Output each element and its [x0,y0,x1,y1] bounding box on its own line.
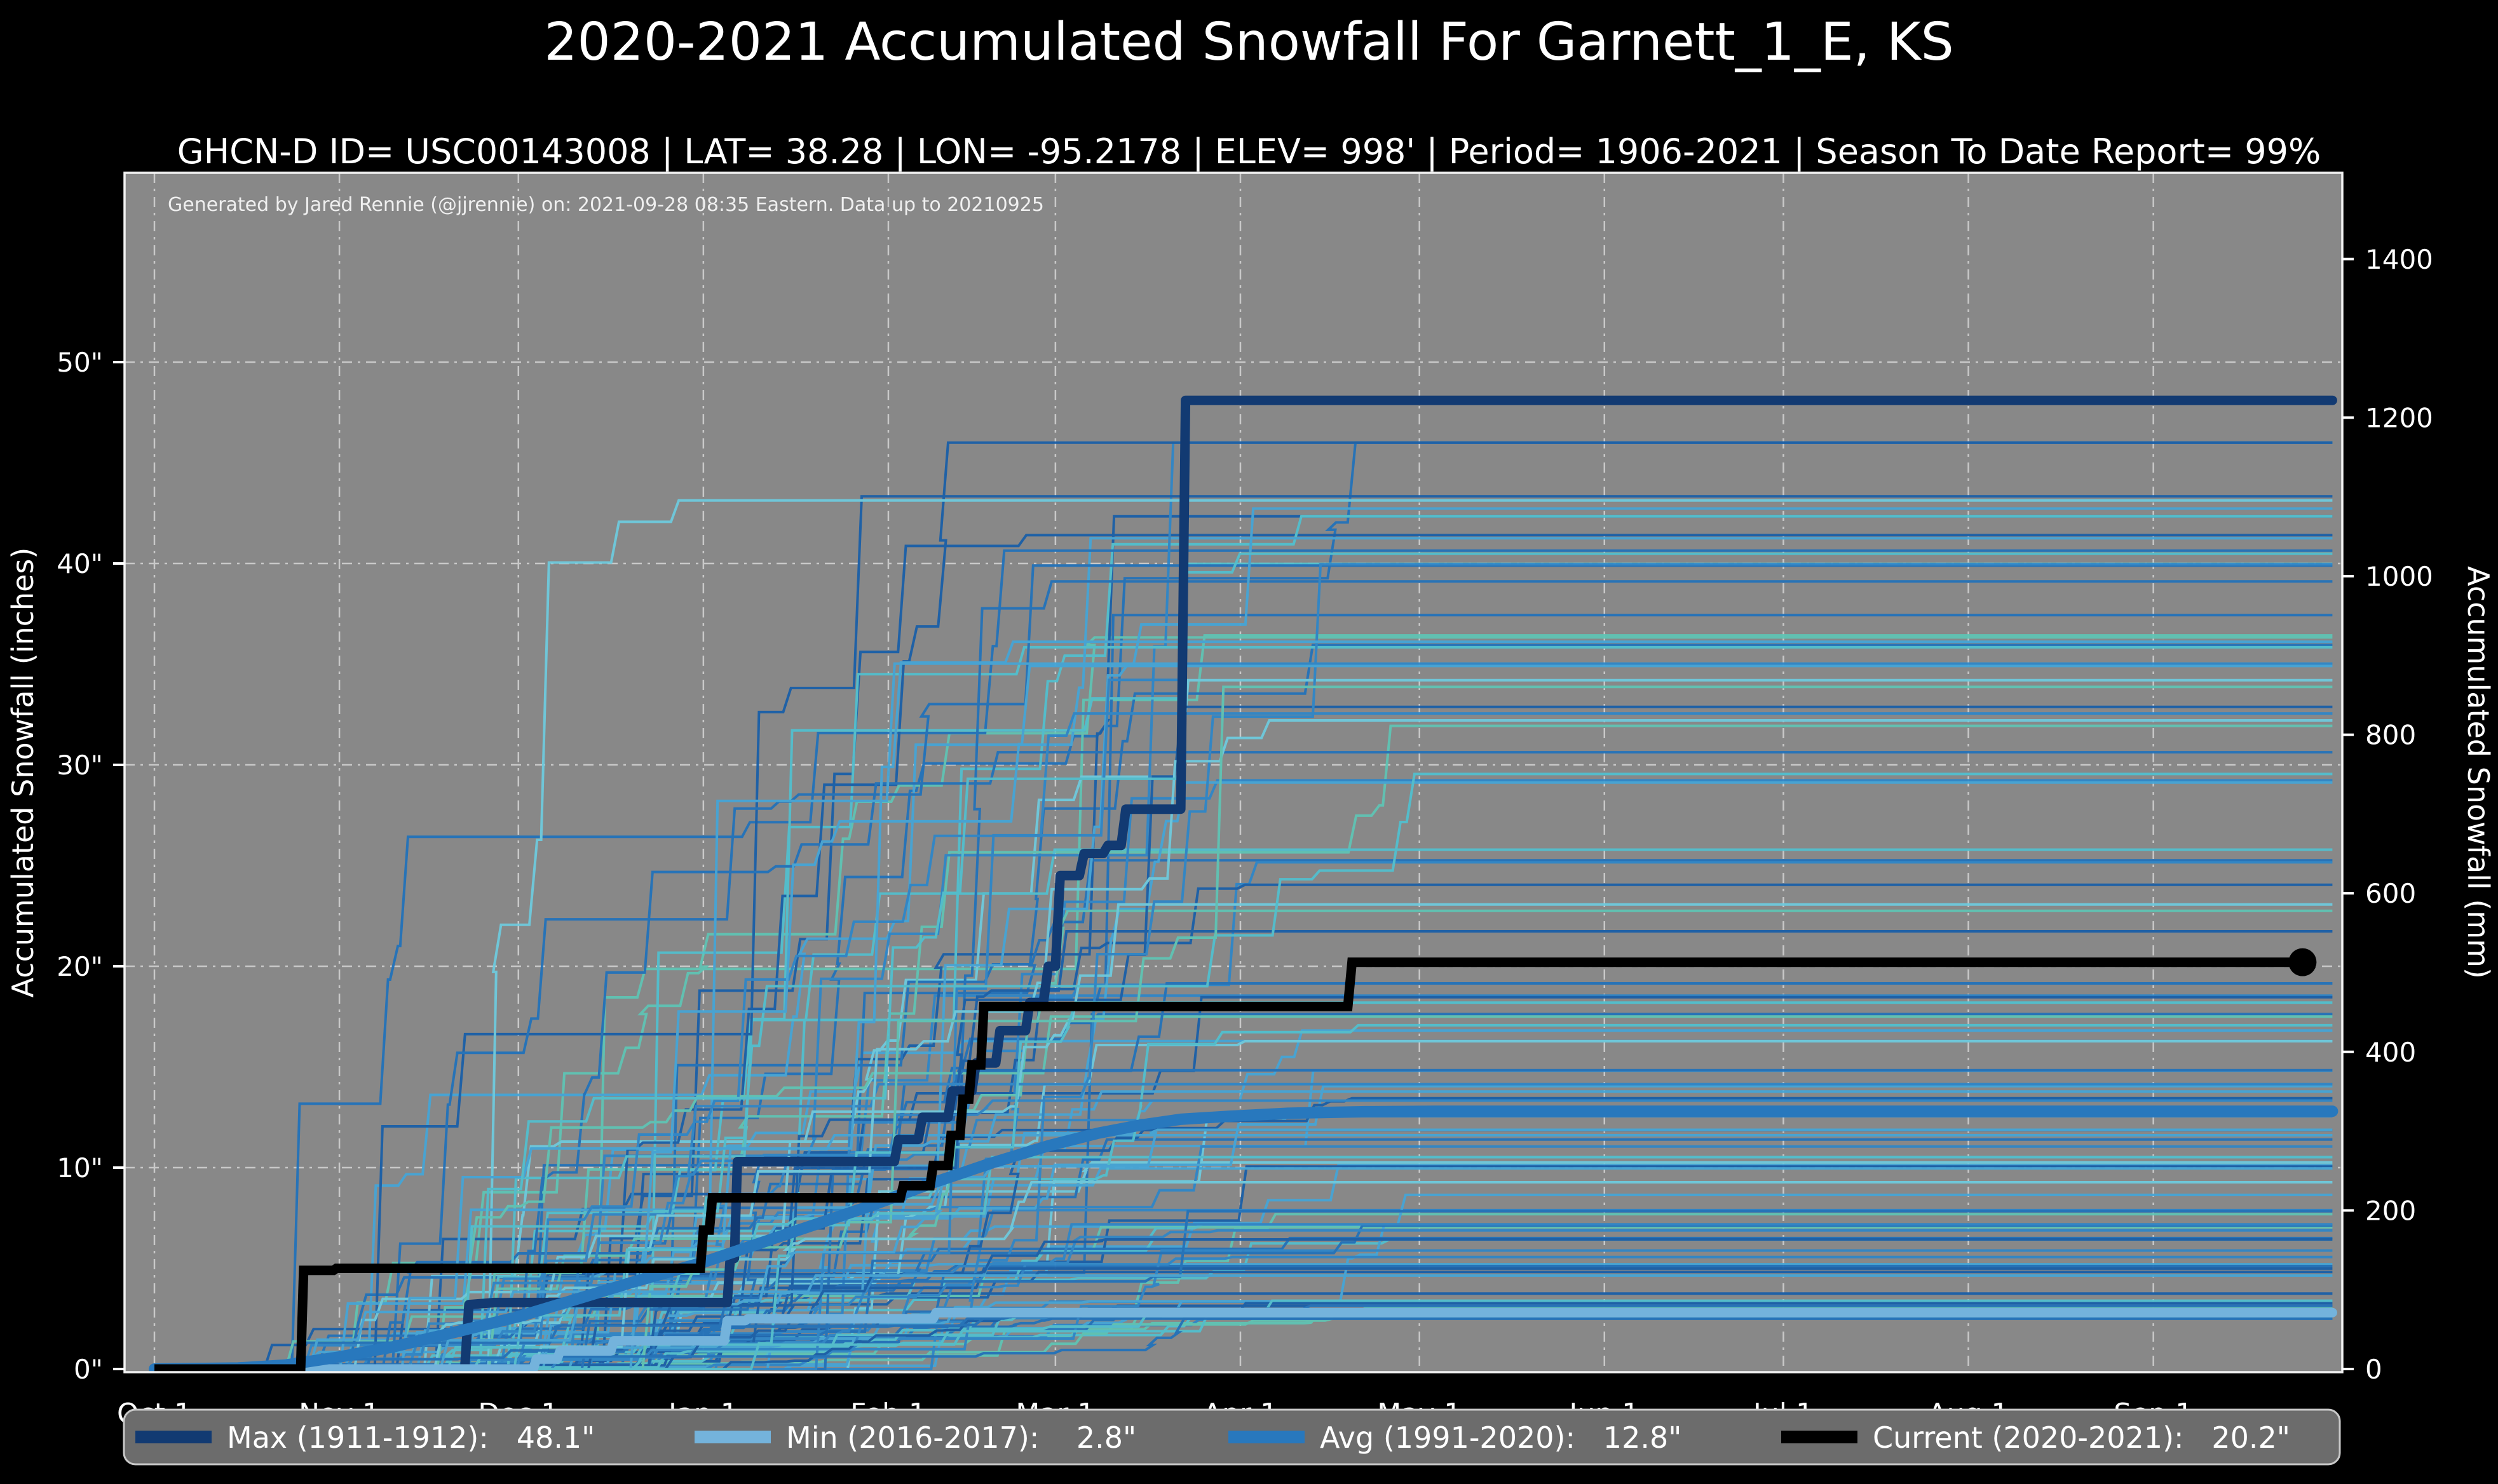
y-tick-label-left: 40" [57,548,103,579]
ensemble-line [154,549,2333,1370]
ensemble-line [154,499,2333,1370]
generated-by-annotation: Generated by Jared Rennie (@jjrennie) on… [168,194,1044,216]
ensemble-line [154,634,2333,1370]
ensemble-line [154,1300,2333,1370]
ensemble-line [154,719,2333,1370]
y-axis-title-right: Accumulated Snowfall (mm) [2461,566,2495,979]
legend-label: Min (2016-2017): 2.8" [786,1420,1136,1455]
ensemble-line [154,685,2333,1370]
legend-label: Avg (1991-2020): 12.8" [1320,1420,1681,1455]
ensemble-line [154,507,2333,1370]
series-line-avg [149,1105,2338,1372]
y-tick-label-right: 0 [2365,1354,2382,1385]
y-tick-label-right: 200 [2365,1195,2416,1226]
y-tick-label-right: 800 [2365,720,2416,751]
plot-area [125,173,2342,1372]
y-tick-label-right: 1200 [2365,402,2433,433]
y-tick-label-right: 600 [2365,878,2416,909]
plot-border [123,172,2344,1373]
legend-label: Current (2020-2021): 20.2" [1873,1420,2290,1455]
ensemble-line [154,1274,2333,1370]
y-tick-label-right: 1000 [2365,561,2433,592]
ensemble-line [154,712,2333,1370]
ensemble-line [154,772,2333,1370]
ensemble-line [154,1249,2333,1370]
ensemble-line [154,859,2333,1370]
ensemble-line [154,562,2333,1370]
legend-label: Max (1911-1912): 48.1" [227,1420,595,1455]
y-axis-title-left: Accumulated Snowfall (inches) [6,548,40,998]
series-line-current [154,957,2303,1372]
legend: Max (1911-1912): 48.1" Min (2016-2017): 2… [123,1408,2341,1466]
ensemble-line [154,645,2333,1370]
chart-subtitle: GHCN-D ID= USC00143008 | LAT= 38.28 | LO… [177,132,2321,172]
chart-title: 2020-2021 Accumulated Snowfall For Garne… [544,12,1954,72]
y-tick-label-right: 1400 [2365,244,2433,275]
y-tick-label-left: 0" [74,1354,103,1385]
tick-marks [113,257,2354,1370]
y-tick-label-left: 30" [57,750,103,781]
ensemble-line [154,563,2333,1370]
y-tick-label-left: 20" [57,951,103,982]
series-line-min [149,1307,2337,1372]
y-tick-label-left: 50" [57,347,103,378]
current-end-marker [2288,948,2317,976]
ensemble-line [154,564,2333,1370]
y-tick-label-left: 10" [57,1152,103,1184]
ensemble-line [154,751,2333,1370]
y-tick-label-right: 400 [2365,1037,2416,1068]
ensemble-line [154,640,2333,1370]
